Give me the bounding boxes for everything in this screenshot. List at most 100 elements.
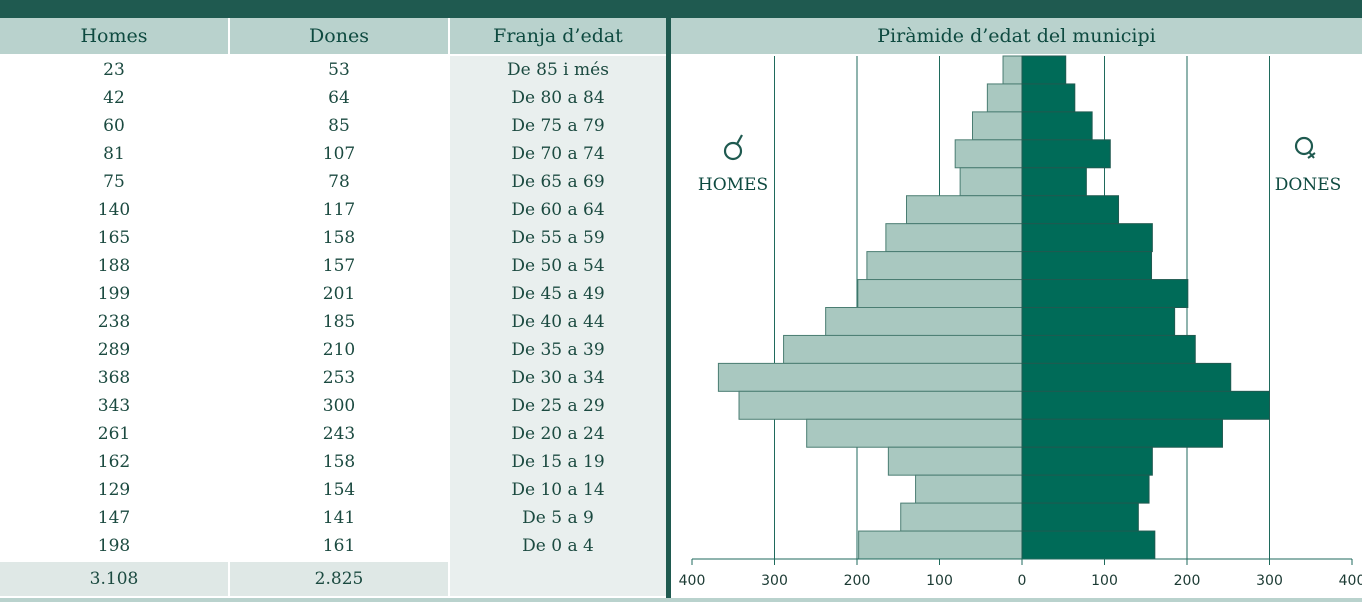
male-bar bbox=[858, 530, 1023, 560]
female-bar bbox=[1021, 502, 1139, 532]
homes-value: 368 bbox=[97, 368, 131, 388]
female-bar bbox=[1021, 390, 1270, 420]
dones-value: 253 bbox=[322, 368, 356, 388]
age-range-label: De 10 a 14 bbox=[511, 480, 605, 500]
male-bar bbox=[717, 362, 1023, 392]
male-bar bbox=[906, 195, 1023, 225]
dones-value: 141 bbox=[322, 508, 356, 528]
male-bar bbox=[885, 223, 1023, 253]
panel-divider bbox=[666, 18, 671, 598]
female-bar bbox=[1021, 418, 1223, 448]
male-bar bbox=[972, 111, 1023, 141]
x-tick-label: 300 bbox=[1256, 573, 1283, 589]
age-range-label: De 50 a 54 bbox=[511, 256, 605, 276]
dones-column: 53 64 85 107 78 117 158 157 201 185 210 253 300 243 15… bbox=[230, 56, 448, 560]
male-bar bbox=[954, 139, 1023, 169]
male-bar bbox=[900, 502, 1023, 532]
dones-value: 64 bbox=[328, 88, 350, 108]
homes-value: 75 bbox=[103, 172, 125, 192]
age-range-column: De 85 i més De 80 a 84 De 75 a 79 De 70 a 7… bbox=[450, 56, 666, 596]
chart-title: Piràmide d’edat del municipi bbox=[671, 18, 1362, 54]
x-tick-label: 0 bbox=[1018, 573, 1027, 589]
male-bar bbox=[857, 279, 1023, 308]
female-bar bbox=[1021, 334, 1196, 364]
male-bar bbox=[986, 83, 1023, 113]
female-bar bbox=[1021, 55, 1067, 85]
x-tick-label: 300 bbox=[761, 573, 788, 589]
homes-column-header: Homes bbox=[0, 18, 228, 54]
x-tick-label: 400 bbox=[1339, 573, 1362, 589]
female-bar bbox=[1021, 530, 1156, 560]
male-bar bbox=[806, 418, 1023, 448]
legend-dones-label: DONES bbox=[1275, 175, 1342, 195]
age-range-label: De 25 a 29 bbox=[511, 396, 605, 416]
male-bar bbox=[915, 474, 1023, 504]
female-bar bbox=[1021, 446, 1153, 476]
homes-value: 289 bbox=[97, 340, 131, 360]
female-bar bbox=[1021, 139, 1111, 169]
age-pyramid-panel: Piràmide d’edat del municipi 400 300 200 10… bbox=[671, 18, 1362, 598]
homes-value: 199 bbox=[97, 284, 131, 304]
homes-value: 162 bbox=[97, 452, 131, 472]
x-tick-label: 200 bbox=[844, 573, 871, 589]
male-bar bbox=[783, 334, 1023, 364]
age-range-label: De 85 i més bbox=[507, 60, 609, 80]
dones-value: 300 bbox=[322, 396, 356, 416]
population-table: Homes Dones Franja d’edat 23 42 60 81 75 140 1… bbox=[0, 18, 666, 598]
age-range-label: De 75 a 79 bbox=[511, 116, 605, 136]
dones-value: 85 bbox=[328, 116, 350, 136]
female-bar bbox=[1021, 251, 1153, 281]
dones-value: 158 bbox=[322, 452, 356, 472]
x-tick-label: 100 bbox=[926, 573, 953, 589]
x-tick-label: 200 bbox=[1174, 573, 1201, 589]
age-range-label: De 70 a 74 bbox=[511, 144, 605, 164]
chart-legend: HOMES DONES bbox=[698, 134, 1342, 195]
male-bar bbox=[887, 446, 1023, 476]
dones-value: 107 bbox=[322, 144, 356, 164]
age-range-label: De 40 a 44 bbox=[511, 312, 605, 332]
age-range-label: De 30 a 34 bbox=[511, 368, 605, 388]
male-bar bbox=[959, 167, 1023, 197]
homes-value: 23 bbox=[103, 60, 125, 80]
homes-total: 3.108 bbox=[0, 562, 228, 596]
age-range-label: De 20 a 24 bbox=[511, 424, 605, 444]
age-range-label: De 45 a 49 bbox=[511, 284, 605, 304]
homes-value: 60 bbox=[103, 116, 125, 136]
x-tick-label: 400 bbox=[679, 573, 706, 589]
age-range-label: De 60 a 64 bbox=[511, 200, 605, 220]
x-tick-label: 100 bbox=[1091, 573, 1118, 589]
dones-value: 154 bbox=[322, 480, 356, 500]
male-bar bbox=[866, 251, 1023, 281]
dones-value: 117 bbox=[322, 200, 356, 220]
homes-value: 165 bbox=[97, 228, 131, 248]
dones-value: 78 bbox=[328, 172, 350, 192]
legend-homes-label: HOMES bbox=[698, 175, 768, 195]
age-pyramid-chart: 400 300 200 100 0 100 200 300 400 HOMES DONES bbox=[679, 55, 1362, 589]
bottom-border bbox=[0, 598, 1362, 602]
dones-value: 185 bbox=[322, 312, 356, 332]
dones-total: 2.825 bbox=[230, 562, 448, 596]
homes-value: 198 bbox=[97, 536, 131, 556]
female-bar bbox=[1021, 223, 1153, 253]
homes-value: 81 bbox=[103, 144, 125, 164]
dones-value: 161 bbox=[322, 536, 356, 556]
homes-value: 238 bbox=[97, 312, 131, 332]
dones-value: 53 bbox=[328, 60, 350, 80]
female-symbol-icon bbox=[1294, 136, 1316, 159]
franja-column-header: Franja d’edat bbox=[450, 18, 666, 54]
age-range-label: De 55 a 59 bbox=[511, 228, 605, 248]
male-bar bbox=[825, 307, 1023, 336]
homes-value: 188 bbox=[97, 256, 131, 276]
dones-value: 243 bbox=[322, 424, 356, 444]
age-range-label: De 35 a 39 bbox=[511, 340, 605, 360]
dones-value: 158 bbox=[322, 228, 356, 248]
female-bar bbox=[1021, 307, 1176, 336]
homes-value: 42 bbox=[103, 88, 125, 108]
female-bar bbox=[1021, 195, 1120, 225]
age-range-label: De 80 a 84 bbox=[511, 88, 605, 108]
age-range-label: De 65 a 69 bbox=[511, 172, 605, 192]
female-bar bbox=[1021, 279, 1189, 308]
top-banner bbox=[0, 0, 1362, 18]
male-bar bbox=[738, 390, 1023, 420]
homes-value: 261 bbox=[97, 424, 131, 444]
